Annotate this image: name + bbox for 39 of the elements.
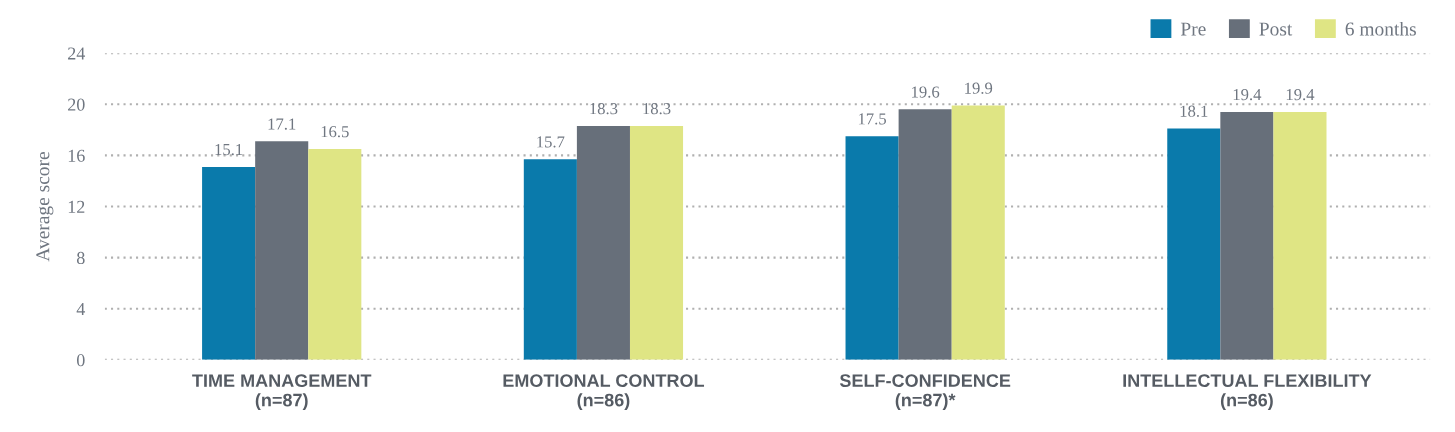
bar [1167,128,1221,360]
data-label: 19.9 [965,82,993,94]
bar [255,141,309,360]
bar [1220,111,1274,360]
y-tick-label: 24 [68,47,86,60]
x-tick-label: TIME MANAGEMENT (n=87) [192,374,372,411]
legend-label: Post [1259,22,1293,36]
data-label: 16.5 [321,126,349,138]
legend-label: 6 months [1345,21,1416,36]
bar [202,166,256,360]
legend-label: Pre [1180,22,1206,36]
bar [576,125,630,360]
data-label: 19.4 [1286,89,1315,101]
y-tick-label: 4 [76,303,86,315]
y-tick-label: 8 [76,251,85,265]
data-label: 17.1 [268,118,296,130]
x-tick-label: EMOTIONAL CONTROL (n=86) [503,374,705,411]
data-label: 19.4 [1233,89,1262,101]
data-label: 18.3 [643,103,671,115]
bar [629,125,684,360]
bar [845,136,899,360]
data-label: 17.5 [858,113,887,125]
data-label: 19.6 [912,86,940,98]
bar [308,148,362,360]
bar [1273,111,1327,360]
x-tick-label: SELF-CONFIDENCE (n=87)* [839,374,1011,411]
y-axis-title: Average score [36,152,54,262]
data-label: 18.3 [590,103,618,115]
y-tick-label: 20 [68,98,85,111]
data-label: 15.7 [537,136,565,148]
y-tick-label: 12 [68,200,85,213]
data-label: 18.1 [1180,105,1208,117]
y-tick-label: 16 [68,149,85,162]
y-tick-label: 0 [76,354,85,367]
bar [898,109,952,360]
data-label: 15.1 [215,143,243,156]
x-tick-label: INTELLECTUAL FLEXIBILITY (n=86) [1123,374,1372,411]
bar [523,159,577,360]
bar [951,105,1005,360]
